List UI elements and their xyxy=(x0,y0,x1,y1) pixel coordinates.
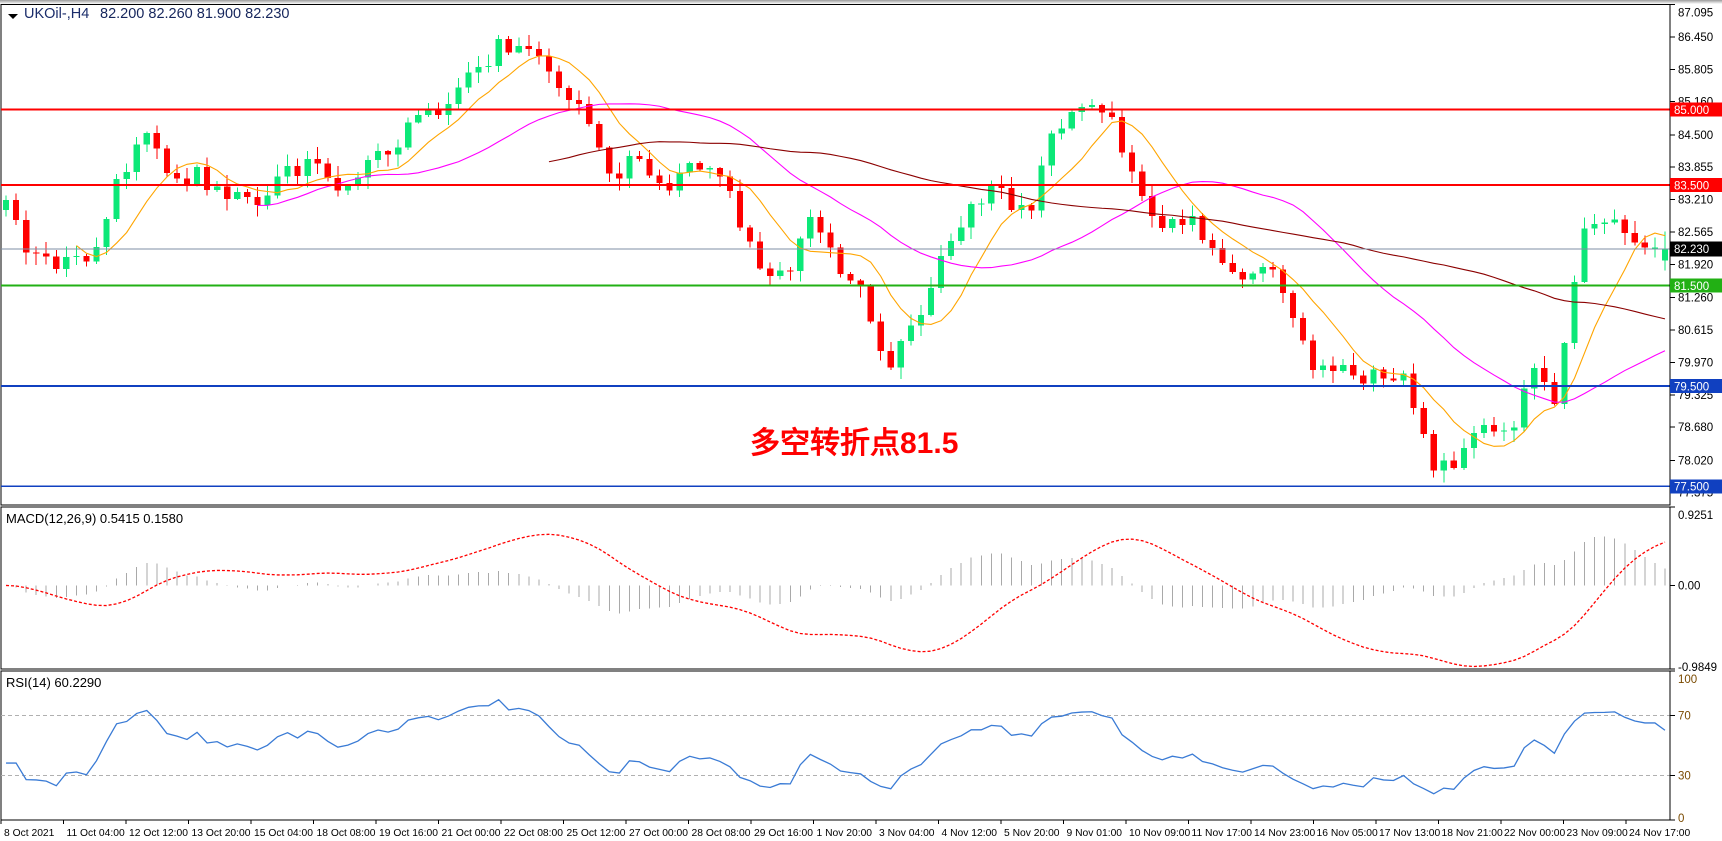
svg-text:14 Nov 23:00: 14 Nov 23:00 xyxy=(1254,828,1316,839)
svg-text:79.500: 79.500 xyxy=(1674,381,1709,393)
svg-text:81.500: 81.500 xyxy=(1674,281,1709,293)
svg-text:23 Nov 09:00: 23 Nov 09:00 xyxy=(1567,828,1629,839)
svg-text:多空转折点81.5: 多空转折点81.5 xyxy=(750,427,958,460)
svg-text:78.020: 78.020 xyxy=(1678,455,1713,467)
svg-text:1 Nov 20:00: 1 Nov 20:00 xyxy=(817,828,873,839)
svg-text:25 Oct 12:00: 25 Oct 12:00 xyxy=(567,828,626,839)
svg-text:81.920: 81.920 xyxy=(1678,259,1713,271)
svg-text:8 Oct 2021: 8 Oct 2021 xyxy=(4,828,55,839)
svg-text:19 Oct 16:00: 19 Oct 16:00 xyxy=(379,828,438,839)
svg-text:18 Oct 08:00: 18 Oct 08:00 xyxy=(317,828,376,839)
svg-text:27 Oct 00:00: 27 Oct 00:00 xyxy=(629,828,688,839)
svg-text:18 Nov 21:00: 18 Nov 21:00 xyxy=(1442,828,1504,839)
svg-text:80.615: 80.615 xyxy=(1678,325,1713,337)
svg-text:5 Nov 20:00: 5 Nov 20:00 xyxy=(1004,828,1060,839)
svg-text:RSI(14) 60.2290: RSI(14) 60.2290 xyxy=(6,675,101,690)
svg-text:22 Nov 00:00: 22 Nov 00:00 xyxy=(1504,828,1566,839)
svg-text:MACD(12,26,9) 0.5415 0.1580: MACD(12,26,9) 0.5415 0.1580 xyxy=(6,511,183,526)
svg-text:22 Oct 08:00: 22 Oct 08:00 xyxy=(504,828,563,839)
svg-text:83.855: 83.855 xyxy=(1678,162,1713,174)
svg-text:83.500: 83.500 xyxy=(1674,180,1709,192)
svg-text:86.450: 86.450 xyxy=(1678,32,1713,44)
svg-text:0: 0 xyxy=(1678,813,1684,825)
svg-text:4 Nov 12:00: 4 Nov 12:00 xyxy=(942,828,998,839)
svg-text:100: 100 xyxy=(1678,674,1697,686)
svg-text:84.500: 84.500 xyxy=(1678,130,1713,142)
svg-text:83.210: 83.210 xyxy=(1678,195,1713,207)
svg-text:85.000: 85.000 xyxy=(1674,105,1709,117)
svg-text:3 Nov 04:00: 3 Nov 04:00 xyxy=(879,828,935,839)
svg-text:77.500: 77.500 xyxy=(1674,482,1709,494)
svg-text:30: 30 xyxy=(1678,770,1691,782)
svg-text:24 Nov 17:00: 24 Nov 17:00 xyxy=(1629,828,1691,839)
svg-text:81.260: 81.260 xyxy=(1678,293,1713,305)
svg-text:12 Oct 12:00: 12 Oct 12:00 xyxy=(129,828,188,839)
svg-text:70: 70 xyxy=(1678,711,1691,723)
svg-text:28 Oct 08:00: 28 Oct 08:00 xyxy=(692,828,751,839)
svg-text:79.970: 79.970 xyxy=(1678,357,1713,369)
svg-text:17 Nov 13:00: 17 Nov 13:00 xyxy=(1379,828,1441,839)
svg-text:82.200 82.260 81.900 82.230: 82.200 82.260 81.900 82.230 xyxy=(100,6,289,22)
svg-text:16 Nov 05:00: 16 Nov 05:00 xyxy=(1317,828,1379,839)
svg-text:0.00: 0.00 xyxy=(1678,580,1700,592)
svg-text:29 Oct 16:00: 29 Oct 16:00 xyxy=(754,828,813,839)
svg-text:85.805: 85.805 xyxy=(1678,64,1713,76)
svg-text:11 Oct 04:00: 11 Oct 04:00 xyxy=(67,828,125,839)
svg-text:13 Oct 20:00: 13 Oct 20:00 xyxy=(192,828,251,839)
svg-text:78.680: 78.680 xyxy=(1678,422,1713,434)
svg-text:-0.9849: -0.9849 xyxy=(1678,662,1717,674)
svg-text:0.9251: 0.9251 xyxy=(1678,510,1713,522)
svg-text:10 Nov 09:00: 10 Nov 09:00 xyxy=(1129,828,1191,839)
svg-text:UKOil-,H4: UKOil-,H4 xyxy=(24,6,89,22)
svg-text:11 Nov 17:00: 11 Nov 17:00 xyxy=(1192,828,1253,839)
svg-text:82.565: 82.565 xyxy=(1678,227,1713,239)
svg-text:9 Nov 01:00: 9 Nov 01:00 xyxy=(1067,828,1123,839)
svg-text:87.095: 87.095 xyxy=(1678,8,1713,20)
svg-text:21 Oct 00:00: 21 Oct 00:00 xyxy=(442,828,501,839)
svg-text:82.230: 82.230 xyxy=(1674,244,1709,256)
svg-text:15 Oct 04:00: 15 Oct 04:00 xyxy=(254,828,313,839)
